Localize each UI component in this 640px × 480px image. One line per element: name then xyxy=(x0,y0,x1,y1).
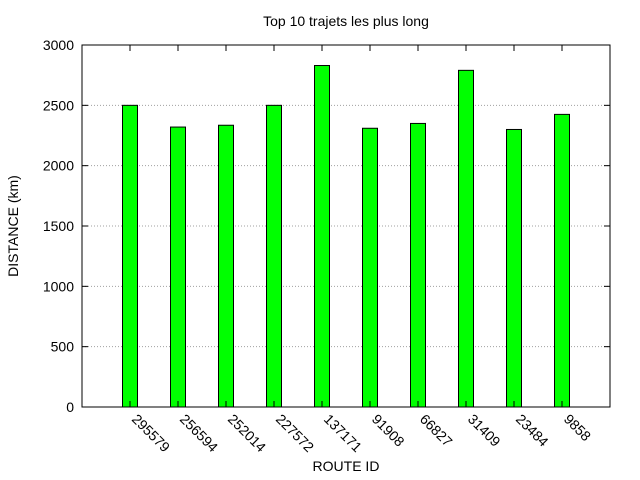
x-tick-label: 252014 xyxy=(225,411,269,455)
x-axis-ticks: 295579 256594 252014 227572 137171 91908 66827… xyxy=(129,45,594,455)
bars xyxy=(122,65,570,408)
x-tick-label: 31409 xyxy=(465,411,504,450)
x-tick-label: 66827 xyxy=(417,411,456,450)
bar-295579 xyxy=(122,104,138,408)
x-tick-label: 256594 xyxy=(177,411,221,455)
x-axis-label: ROUTE ID xyxy=(313,458,380,474)
x-tick-label: 137171 xyxy=(321,411,365,455)
bar-256594 xyxy=(170,126,186,408)
y-tick-label: 2500 xyxy=(43,97,74,113)
y-tick-label: 1500 xyxy=(43,218,74,234)
y-tick-label: 500 xyxy=(51,339,75,355)
x-tick-label: 23484 xyxy=(513,411,552,450)
bar-31409 xyxy=(458,69,474,408)
x-tick-label: 9858 xyxy=(561,411,594,444)
bar-137171 xyxy=(314,65,330,408)
bar-227572 xyxy=(266,104,282,408)
y-axis-ticks: 0 500 1000 1500 2000 2500 3000 xyxy=(43,37,610,415)
x-tick-label: 227572 xyxy=(273,411,317,455)
bar-66827 xyxy=(410,122,426,408)
y-axis-label: DISTANCE (km) xyxy=(5,175,21,277)
x-tick-label: 91908 xyxy=(369,411,408,450)
bar-9858 xyxy=(554,113,570,408)
y-tick-label: 1000 xyxy=(43,278,74,294)
chart-title: Top 10 trajets les plus long xyxy=(263,13,429,29)
bar-91908 xyxy=(362,127,378,408)
bar-23484 xyxy=(506,128,522,408)
y-tick-label: 3000 xyxy=(43,37,74,53)
bar-252014 xyxy=(218,124,234,408)
grid-lines xyxy=(82,104,610,348)
y-tick-label: 2000 xyxy=(43,158,74,174)
y-tick-label: 0 xyxy=(66,399,74,415)
x-tick-label: 295579 xyxy=(129,411,173,455)
